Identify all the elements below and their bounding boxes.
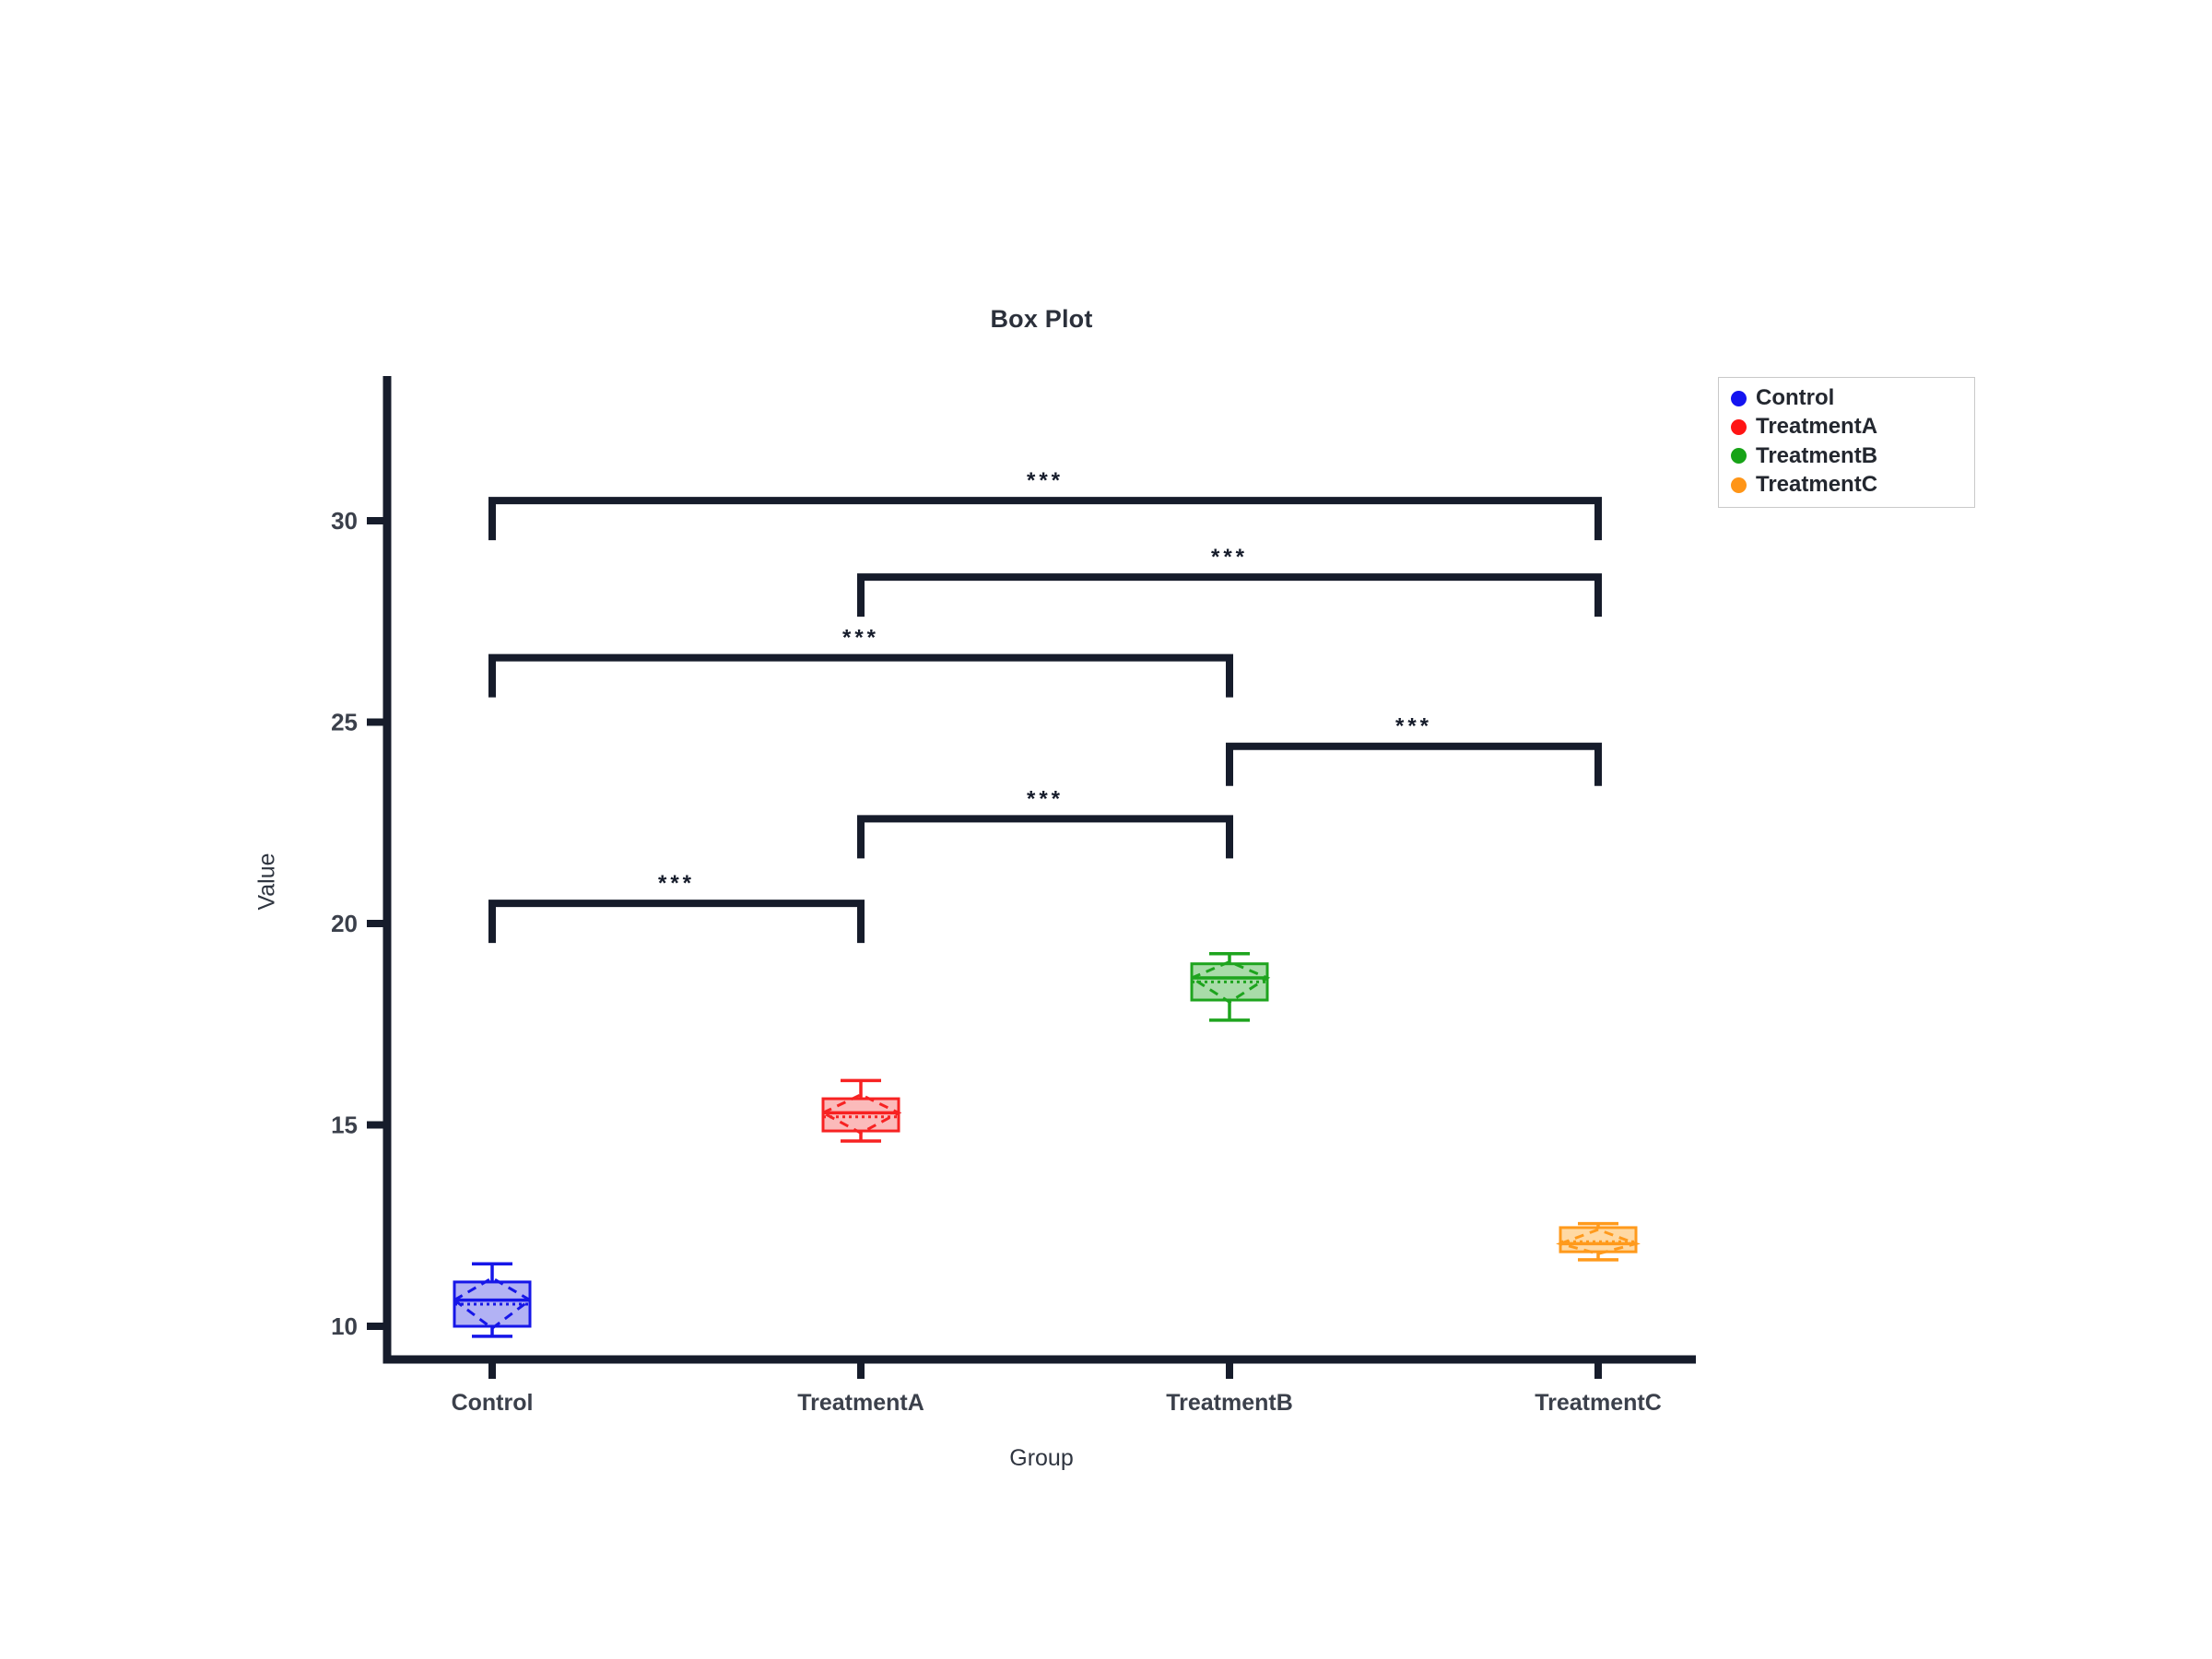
y-tick-label: 10 xyxy=(331,1312,358,1340)
legend-label: TreatmentC xyxy=(1756,472,1878,498)
legend-item-control: Control xyxy=(1731,385,1961,410)
legend-marker-icon xyxy=(1731,419,1747,436)
significance-bracket-treatmenta-treatmentb xyxy=(857,815,1233,859)
chart-title: Box Plot xyxy=(990,305,1093,333)
box-group-treatmenta xyxy=(819,1078,902,1143)
legend-marker-icon xyxy=(1731,390,1747,406)
significance-label: *** xyxy=(1395,714,1432,739)
x-tick-label-control: Control xyxy=(452,1390,534,1416)
significance-label: *** xyxy=(1211,545,1248,570)
significance-bracket-control-treatmenta xyxy=(488,900,865,944)
significance-label: *** xyxy=(1027,468,1064,493)
legend-label: TreatmentB xyxy=(1756,442,1878,468)
box xyxy=(453,1280,532,1328)
box-group-treatmentc xyxy=(1556,1221,1641,1262)
x-axis-title: Group xyxy=(1009,1445,1074,1471)
x-tick-label-treatmenta: TreatmentA xyxy=(797,1390,924,1416)
box-group-control xyxy=(452,1262,533,1338)
significance-label: *** xyxy=(658,871,695,896)
y-tick-label: 25 xyxy=(331,709,358,736)
significance-bracket-treatmentb-treatmentc xyxy=(1226,742,1602,786)
significance-bracket-control-treatmentb xyxy=(488,653,1233,698)
legend-item-treatmentb: TreatmentB xyxy=(1731,442,1961,468)
y-axis-title: Value xyxy=(253,853,280,911)
y-tick-label: 20 xyxy=(331,910,358,937)
x-tick-label-treatmentc: TreatmentC xyxy=(1535,1390,1662,1416)
box xyxy=(821,1097,900,1133)
significance-bracket-control-treatmentc xyxy=(488,497,1602,541)
y-tick-label: 15 xyxy=(331,1112,358,1139)
significance-label: *** xyxy=(1027,786,1064,811)
box-group-treatmentb xyxy=(1188,952,1271,1022)
legend-label: TreatmentA xyxy=(1756,414,1878,440)
legend-label: Control xyxy=(1756,385,1835,410)
legend-item-treatmentc: TreatmentC xyxy=(1731,472,1961,498)
y-tick-label: 30 xyxy=(331,507,358,535)
significance-bracket-treatmenta-treatmentc xyxy=(857,573,1602,618)
legend-marker-icon xyxy=(1731,448,1747,465)
significance-label: *** xyxy=(842,626,879,651)
legend-marker-icon xyxy=(1731,477,1747,493)
x-tick-label-treatmentb: TreatmentB xyxy=(1166,1390,1293,1416)
legend-item-treatmenta: TreatmentA xyxy=(1731,414,1961,440)
legend: Control TreatmentA TreatmentB TreatmentC xyxy=(1718,377,1975,508)
box xyxy=(1190,962,1269,1002)
